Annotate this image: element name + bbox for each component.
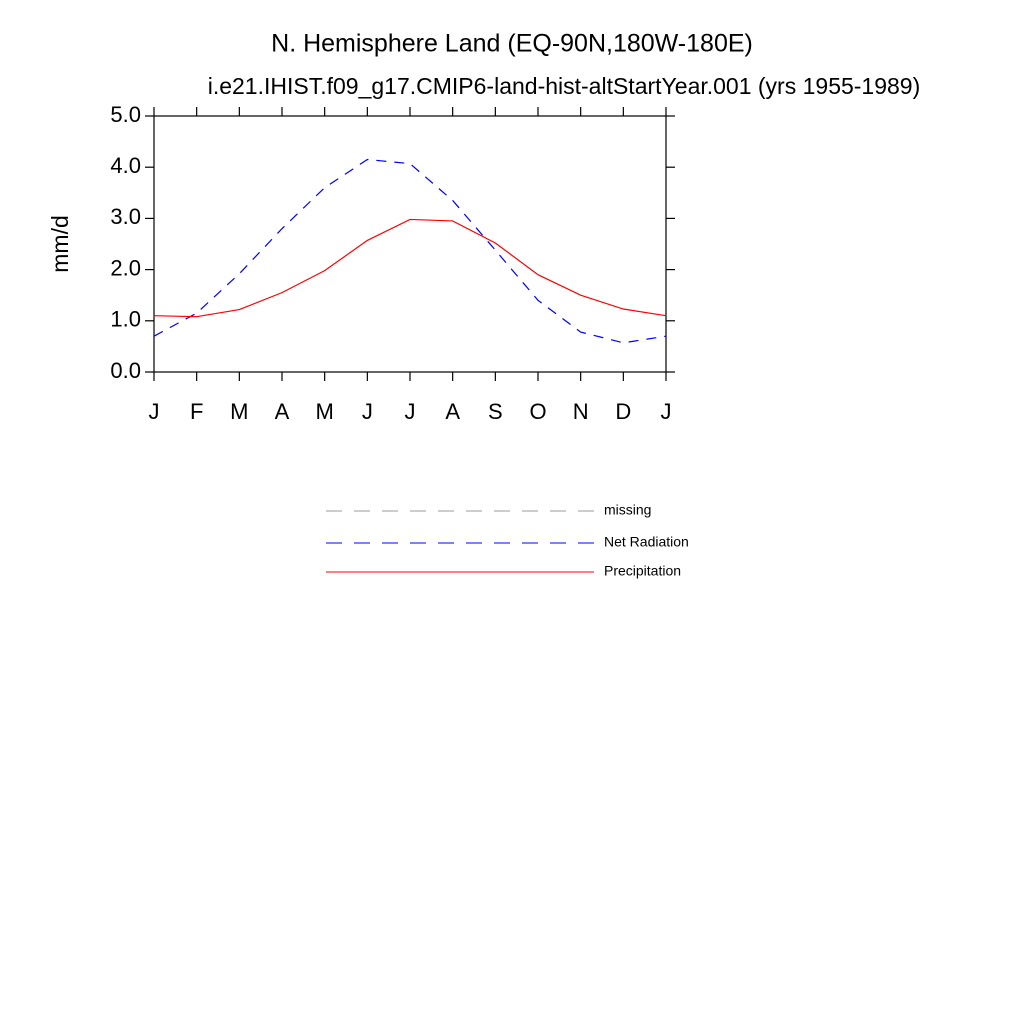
x-tick-label: F [190, 399, 203, 424]
y-tick-label: 5.0 [110, 102, 141, 127]
series-line [153, 218, 667, 318]
x-tick-label: D [615, 399, 631, 424]
y-tick-label: 3.0 [110, 204, 141, 229]
chart-subtitle: i.e21.IHIST.f09_g17.CMIP6-land-hist-altS… [208, 73, 921, 99]
x-tick-label: J [362, 399, 373, 424]
x-tick-label: O [529, 399, 546, 424]
x-tick-label: J [661, 399, 672, 424]
x-tick-label: J [405, 399, 416, 424]
legend-label: Precipitation [604, 563, 681, 579]
x-tick-label: A [275, 399, 290, 424]
y-axis-label: mm/d [47, 215, 73, 273]
y-tick-label: 4.0 [110, 153, 141, 178]
x-tick-label: M [230, 399, 248, 424]
x-tick-label: S [488, 399, 503, 424]
x-tick-label: N [573, 399, 589, 424]
x-tick-label: M [316, 399, 334, 424]
y-tick-label: 0.0 [110, 358, 141, 383]
chart-title: N. Hemisphere Land (EQ-90N,180W-180E) [271, 30, 753, 58]
x-tick-label: A [445, 399, 460, 424]
legend-label: missing [604, 502, 651, 518]
y-tick-label: 2.0 [110, 255, 141, 280]
x-tick-label: J [149, 399, 160, 424]
series-line [153, 158, 667, 344]
y-tick-label: 1.0 [110, 307, 141, 332]
legend-label: Net Radiation [604, 534, 689, 550]
